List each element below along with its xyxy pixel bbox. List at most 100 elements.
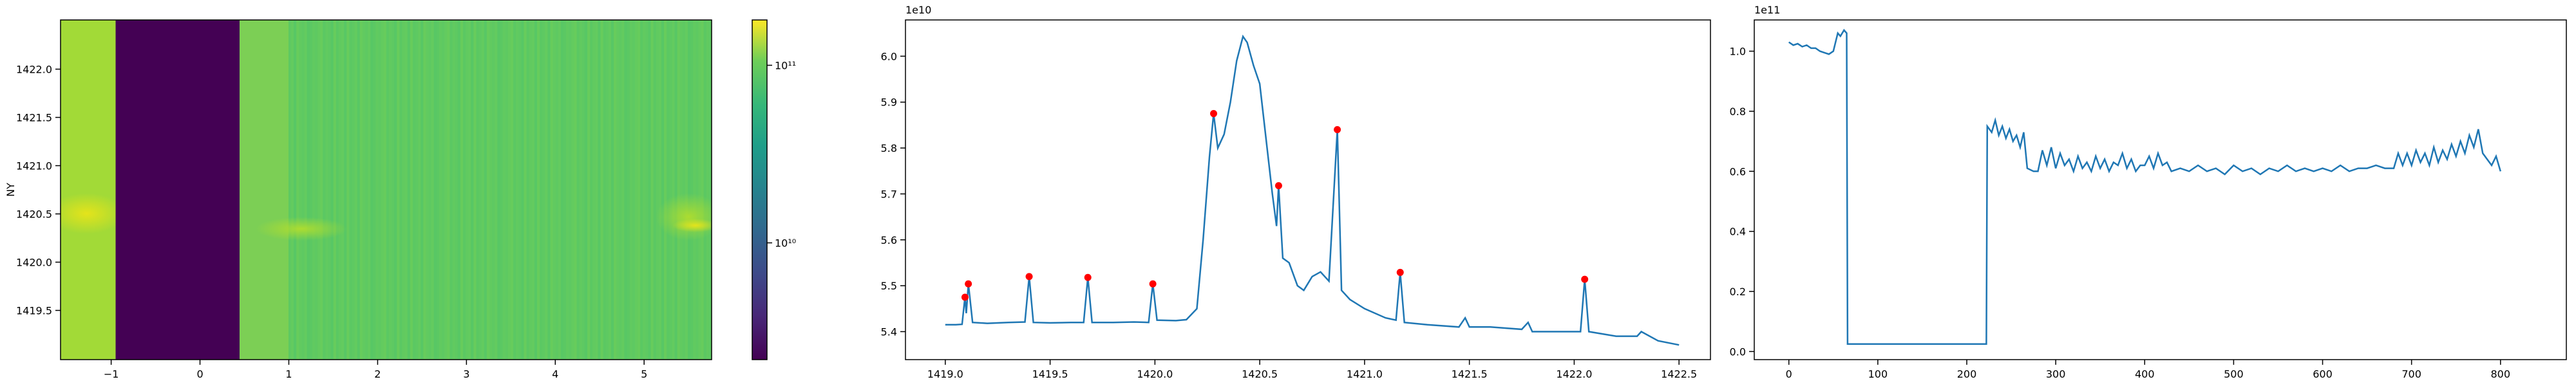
heatmap-stripe <box>685 20 688 360</box>
heatmap-stripe <box>516 20 519 360</box>
data-line <box>1788 28 2501 345</box>
heatmap-stripe <box>412 20 416 360</box>
heatmap-stripe <box>317 20 321 360</box>
heatmap-stripe <box>359 20 363 360</box>
heatmap-stripe <box>547 20 551 360</box>
heatmap-stripe <box>524 20 527 360</box>
heatmap-stripe <box>677 20 681 360</box>
heatmap-stripe <box>415 20 419 360</box>
heatmap-stripe <box>500 20 504 360</box>
heatmap-stripe <box>579 20 583 360</box>
heatmap-stripe <box>529 20 533 360</box>
y-tick-label: 1420.0 <box>16 257 52 269</box>
heatmap-stripe <box>489 20 493 360</box>
y-tick-label: 5.4 <box>881 326 897 338</box>
heatmap-stripe <box>534 20 538 360</box>
heatmap-stripe <box>428 20 432 360</box>
x-tick-label: 200 <box>1957 368 1977 380</box>
heatmap-stripe <box>323 20 326 360</box>
heatmap-stripe <box>619 20 622 360</box>
heatmap-stripe <box>357 20 361 360</box>
heatmap-stripe <box>526 20 530 360</box>
y-tick-label: 0.6 <box>1730 165 1746 178</box>
heatmap-glow <box>672 218 712 232</box>
x-tick-label: 1420.5 <box>1242 368 1278 380</box>
heatmap-stripe <box>296 20 299 360</box>
y-tick-label: 5.9 <box>881 96 897 109</box>
heatmap-stripe <box>410 20 413 360</box>
heatmap-stripe <box>590 20 593 360</box>
heatmap-stripe <box>682 20 686 360</box>
heatmap-stripe <box>510 20 514 360</box>
heatmap-stripe <box>290 20 294 360</box>
heatmap-stripe <box>492 20 495 360</box>
heatmap-stripe <box>600 20 604 360</box>
heatmap-stripe <box>378 20 382 360</box>
data-line <box>945 34 1680 346</box>
heatmap-stripe <box>325 20 328 360</box>
heatmap-stripe <box>574 20 578 360</box>
peak-marker <box>1025 273 1033 280</box>
heatmap-region <box>115 20 240 360</box>
heatmap-stripe <box>418 20 421 360</box>
heatmap-stripe <box>584 20 588 360</box>
peak-marker <box>1084 273 1092 281</box>
x-tick-label: 700 <box>2401 368 2421 380</box>
heatmap-stripe <box>621 20 625 360</box>
heatmap-stripe <box>706 20 710 360</box>
heatmap-stripe <box>473 20 477 360</box>
heatmap-stripe <box>447 20 450 360</box>
heatmap-stripe <box>674 20 678 360</box>
heatmap-stripe <box>294 20 297 360</box>
heatmap-stripe <box>288 20 292 360</box>
heatmap-stripe <box>341 20 345 360</box>
heatmap-stripe <box>637 20 641 360</box>
peak-marker <box>1334 126 1341 134</box>
heatmap-stripe <box>460 20 464 360</box>
heatmap-stripe <box>555 20 559 360</box>
heatmap-stripe <box>336 20 339 360</box>
heatmap-stripe <box>439 20 442 360</box>
colorbar-tick-label: 10¹⁰ <box>775 237 796 249</box>
x-tick-label: 1419.5 <box>1032 368 1068 380</box>
heatmap-stripe <box>457 20 461 360</box>
heatmap-stripe <box>476 20 480 360</box>
peak-marker <box>1274 182 1282 190</box>
heatmap-stripe <box>614 20 617 360</box>
heatmap-stripe <box>558 20 562 360</box>
heatmap-stripe <box>399 20 402 360</box>
heatmap-stripe <box>587 20 591 360</box>
heatmap-stripe <box>484 20 488 360</box>
x-tick-label: 1 <box>285 368 292 380</box>
heatmap-stripe <box>346 20 350 360</box>
heatmap-stripe <box>605 20 609 360</box>
heatmap-stripe <box>344 20 347 360</box>
heatmap-stripe <box>481 20 485 360</box>
y-tick-label: 0.0 <box>1730 345 1746 358</box>
heatmap-stripe <box>664 20 667 360</box>
heatmap-stripe <box>495 20 498 360</box>
heatmap-stripe <box>560 20 564 360</box>
x-tick-label: 1422.5 <box>1661 368 1697 380</box>
peak-marker <box>1210 110 1218 118</box>
heatmap-stripe <box>624 20 628 360</box>
peak-marker <box>1396 268 1404 276</box>
heatmap-stripe <box>650 20 654 360</box>
y-tick-label: 1422.0 <box>16 64 52 76</box>
heatmap-stripe <box>431 20 435 360</box>
heatmap-stripe <box>545 20 548 360</box>
heatmap-stripe <box>582 20 585 360</box>
heatmap-stripe <box>444 20 448 360</box>
y-tick-label: 0.8 <box>1730 106 1746 118</box>
heatmap-stripe <box>693 20 696 360</box>
heatmap-stripe <box>553 20 556 360</box>
x-tick-label: 400 <box>2135 368 2155 380</box>
heatmap-stripe <box>407 20 411 360</box>
heatmap-stripe <box>603 20 607 360</box>
heatmap-stripe <box>304 20 308 360</box>
x-tick-label: 500 <box>2224 368 2244 380</box>
x-tick-label: 1422.0 <box>1556 368 1592 380</box>
heatmap-stripe <box>468 20 471 360</box>
heatmap-stripe <box>423 20 426 360</box>
